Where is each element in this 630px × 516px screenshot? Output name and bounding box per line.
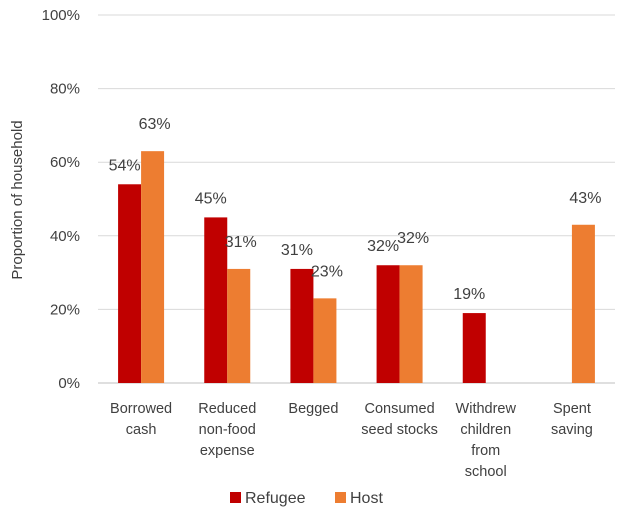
x-category-label-line: saving bbox=[551, 422, 593, 438]
legend-swatch-host bbox=[335, 492, 346, 503]
x-category-label-line: Withdrew bbox=[456, 401, 517, 417]
data-label-refugee: 31% bbox=[281, 242, 313, 259]
bar-refugee bbox=[462, 313, 486, 383]
x-category-label: Withdrew children from school bbox=[456, 401, 517, 480]
legend-swatch-refugee bbox=[230, 492, 241, 503]
data-label-host: 43% bbox=[569, 190, 601, 207]
bar-host bbox=[399, 265, 423, 383]
legend: Refugee Host bbox=[230, 490, 383, 507]
x-category-label-line: Consumed bbox=[365, 401, 435, 417]
x-category-label-line: Borrowed bbox=[110, 401, 172, 417]
bar-refugee bbox=[204, 217, 228, 383]
y-tick-label: 100% bbox=[42, 7, 80, 24]
bar-host bbox=[571, 224, 595, 383]
x-category-label-line: Spent bbox=[553, 401, 591, 417]
y-tick-labels: 0% 20% 40% 60% 80% 100% bbox=[42, 7, 80, 392]
bar-refugee bbox=[376, 265, 400, 383]
x-category-label-line: school bbox=[465, 464, 507, 480]
y-tick-label: 80% bbox=[50, 81, 80, 98]
y-tick-label: 20% bbox=[50, 301, 80, 318]
y-axis-title: Proportion of household bbox=[9, 120, 26, 279]
data-labels: 54% 63% 45% 31% 31% 23% 32%32% 19% 43% bbox=[109, 116, 602, 303]
x-category-label-line: Reduced bbox=[198, 401, 256, 417]
bar-refugee bbox=[118, 184, 142, 383]
bar-refugee bbox=[290, 268, 314, 383]
data-label-refugee: 45% bbox=[195, 190, 227, 207]
bar-host bbox=[227, 268, 251, 383]
x-category-label: Consumed seed stocks bbox=[361, 401, 438, 438]
x-category-label-line: children bbox=[460, 422, 511, 438]
x-category-label: Reduced non-food expense bbox=[198, 401, 256, 459]
x-category-labels: Borrowed cash Reduced non-food expense Begged… bbox=[110, 401, 593, 480]
bar-host bbox=[141, 151, 165, 383]
data-label-host: 63% bbox=[139, 116, 171, 133]
legend-label-refugee: Refugee bbox=[245, 490, 306, 507]
data-label-host: 23% bbox=[311, 263, 343, 280]
y-tick-label: 0% bbox=[58, 375, 80, 392]
data-label-host: 32% bbox=[397, 230, 429, 247]
y-tick-label: 60% bbox=[50, 154, 80, 171]
x-category-label: Spent saving bbox=[551, 401, 593, 438]
x-category-label: Begged bbox=[288, 401, 338, 417]
legend-label-host: Host bbox=[350, 490, 383, 507]
x-category-label: Borrowed cash bbox=[110, 401, 172, 438]
data-label-refugee: 19% bbox=[453, 286, 485, 303]
x-category-label-line: Begged bbox=[288, 401, 338, 417]
data-label-host: 31% bbox=[225, 234, 257, 251]
data-label-refugee: 54% bbox=[109, 157, 141, 174]
bar-host bbox=[313, 298, 337, 383]
bars bbox=[118, 151, 595, 383]
gridlines bbox=[98, 14, 615, 384]
y-tick-label: 40% bbox=[50, 228, 80, 245]
data-label-refugee: 32% bbox=[367, 238, 399, 255]
x-category-label-line: non-food bbox=[199, 422, 256, 438]
x-category-label-line: expense bbox=[200, 443, 255, 459]
x-category-label-line: cash bbox=[126, 422, 157, 438]
x-category-label-line: seed stocks bbox=[361, 422, 438, 438]
x-category-label-line: from bbox=[471, 443, 500, 459]
